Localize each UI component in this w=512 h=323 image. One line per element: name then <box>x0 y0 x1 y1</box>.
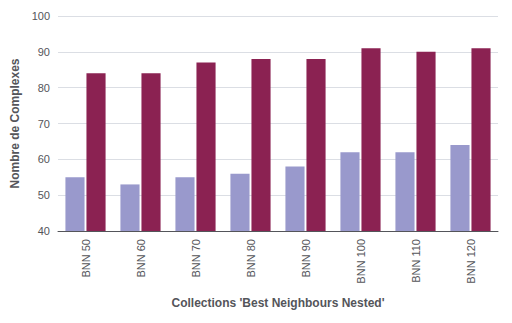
svg-text:BNN 80: BNN 80 <box>245 239 257 278</box>
svg-text:BNN 90: BNN 90 <box>300 239 312 278</box>
svg-text:BNN 110: BNN 110 <box>410 239 422 283</box>
svg-text:BNN 120: BNN 120 <box>465 239 477 284</box>
svg-text:90: 90 <box>38 46 50 58</box>
svg-text:100: 100 <box>32 10 50 22</box>
svg-text:70: 70 <box>38 118 50 130</box>
svg-text:BNN 60: BNN 60 <box>135 239 147 278</box>
svg-text:Nombre de Complexes: Nombre de Complexes <box>8 58 22 188</box>
svg-text:50: 50 <box>38 189 50 201</box>
svg-text:BNN 70: BNN 70 <box>190 239 202 278</box>
svg-text:BNN 100: BNN 100 <box>355 239 367 284</box>
svg-text:Collections 'Best Neighbours N: Collections 'Best Neighbours Nested' <box>171 296 384 310</box>
svg-text:BNN 50: BNN 50 <box>80 239 92 278</box>
svg-text:60: 60 <box>38 153 50 165</box>
svg-text:40: 40 <box>38 225 50 237</box>
svg-text:80: 80 <box>38 82 50 94</box>
